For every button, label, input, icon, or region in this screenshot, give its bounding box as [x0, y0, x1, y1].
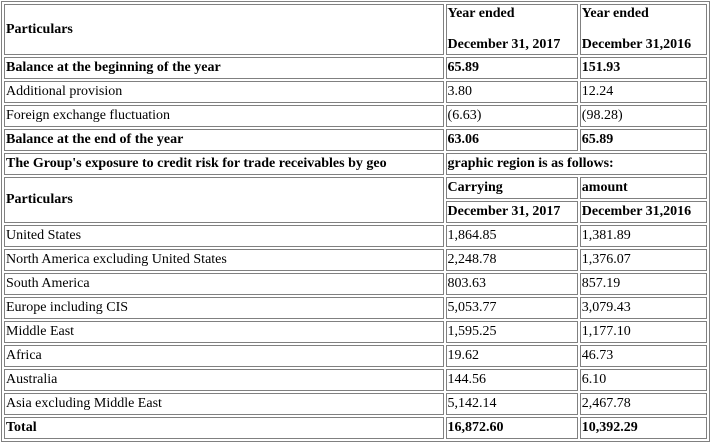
- table-row: United States 1,864.85 1,381.89: [4, 225, 707, 247]
- table-row: Foreign exchange fluctuation (6.63) (98.…: [4, 105, 707, 127]
- row-label: Balance at the beginning of the year: [4, 57, 444, 79]
- table2-header-amount: amount: [579, 177, 707, 199]
- row-value-2017: (6.63): [445, 105, 578, 127]
- table-row: North America excluding United States 2,…: [4, 249, 707, 271]
- row-value-2017: 5,142.14: [445, 393, 578, 415]
- table2-header-row: Particulars Carrying amount: [4, 177, 707, 223]
- table1-header-2016: Year ended December 31,2016: [579, 4, 707, 55]
- table2-header-2017: December 31, 2017: [445, 201, 578, 223]
- row-value-2016: 65.89: [579, 129, 707, 151]
- header-2017-line1: Year ended: [447, 6, 515, 21]
- row-value-2017: 1,595.25: [445, 321, 578, 343]
- row-value-2016: 3,079.43: [579, 297, 707, 319]
- row-label: Europe including CIS: [4, 297, 444, 319]
- header-2016-line2: December 31,2016: [581, 37, 692, 52]
- table1-header-2017: Year ended December 31, 2017: [445, 4, 578, 55]
- row-value-2017: 63.06: [445, 129, 578, 151]
- row-value-2016: 2,467.78: [579, 393, 707, 415]
- row-value-2017: 2,248.78: [445, 249, 578, 271]
- row-value-2017: 5,053.77: [445, 297, 578, 319]
- row-label: Foreign exchange fluctuation: [4, 105, 444, 127]
- table2-header-carrying: Carrying: [445, 177, 578, 199]
- table2-header-particulars: Particulars: [4, 177, 444, 223]
- row-label: Australia: [4, 369, 444, 391]
- section-note-row: The Group's exposure to credit risk for …: [4, 153, 707, 175]
- total-value-2016: 10,392.29: [579, 417, 707, 439]
- row-label: Africa: [4, 345, 444, 367]
- table2-header-2016: December 31,2016: [579, 201, 707, 223]
- row-value-2017: 19.62: [445, 345, 578, 367]
- row-label: Additional provision: [4, 81, 444, 103]
- row-label: Balance at the end of the year: [4, 129, 444, 151]
- row-value-2017: 1,864.85: [445, 225, 578, 247]
- section-note-part2: graphic region is as follows:: [445, 153, 707, 175]
- table1-header-particulars: Particulars: [4, 4, 444, 55]
- header-2016-line1: Year ended: [581, 6, 649, 21]
- table-row: Australia 144.56 6.10: [4, 369, 707, 391]
- row-value-2017: 144.56: [445, 369, 578, 391]
- total-label: Total: [4, 417, 444, 439]
- table-row: Middle East 1,595.25 1,177.10: [4, 321, 707, 343]
- row-label: United States: [4, 225, 444, 247]
- row-value-2016: (98.28): [579, 105, 707, 127]
- row-value-2016: 12.24: [579, 81, 707, 103]
- table-row: Balance at the beginning of the year 65.…: [4, 57, 707, 79]
- row-value-2016: 151.93: [579, 57, 707, 79]
- total-row: Total 16,872.60 10,392.29: [4, 417, 707, 439]
- row-value-2017: 3.80: [445, 81, 578, 103]
- table-row: South America 803.63 857.19: [4, 273, 707, 295]
- row-label: Middle East: [4, 321, 444, 343]
- row-value-2016: 6.10: [579, 369, 707, 391]
- table-row: Africa 19.62 46.73: [4, 345, 707, 367]
- header-2017-line2: December 31, 2017: [447, 37, 561, 52]
- row-value-2016: 1,177.10: [579, 321, 707, 343]
- table1-header-row: Particulars Year ended December 31, 2017…: [4, 4, 707, 55]
- table-row: Asia excluding Middle East 5,142.14 2,46…: [4, 393, 707, 415]
- row-value-2016: 46.73: [579, 345, 707, 367]
- table-row: Europe including CIS 5,053.77 3,079.43: [4, 297, 707, 319]
- table-row: Additional provision 3.80 12.24: [4, 81, 707, 103]
- total-value-2017: 16,872.60: [445, 417, 578, 439]
- row-label: Asia excluding Middle East: [4, 393, 444, 415]
- row-value-2017: 803.63: [445, 273, 578, 295]
- section-note-part1: The Group's exposure to credit risk for …: [4, 153, 444, 175]
- table2-header-date-row: December 31, 2017 December 31,2016: [4, 201, 707, 223]
- row-value-2016: 1,376.07: [579, 249, 707, 271]
- row-value-2016: 1,381.89: [579, 225, 707, 247]
- table-row: Balance at the end of the year 63.06 65.…: [4, 129, 707, 151]
- row-label: North America excluding United States: [4, 249, 444, 271]
- row-label: South America: [4, 273, 444, 295]
- row-value-2016: 857.19: [579, 273, 707, 295]
- row-value-2017: 65.89: [445, 57, 578, 79]
